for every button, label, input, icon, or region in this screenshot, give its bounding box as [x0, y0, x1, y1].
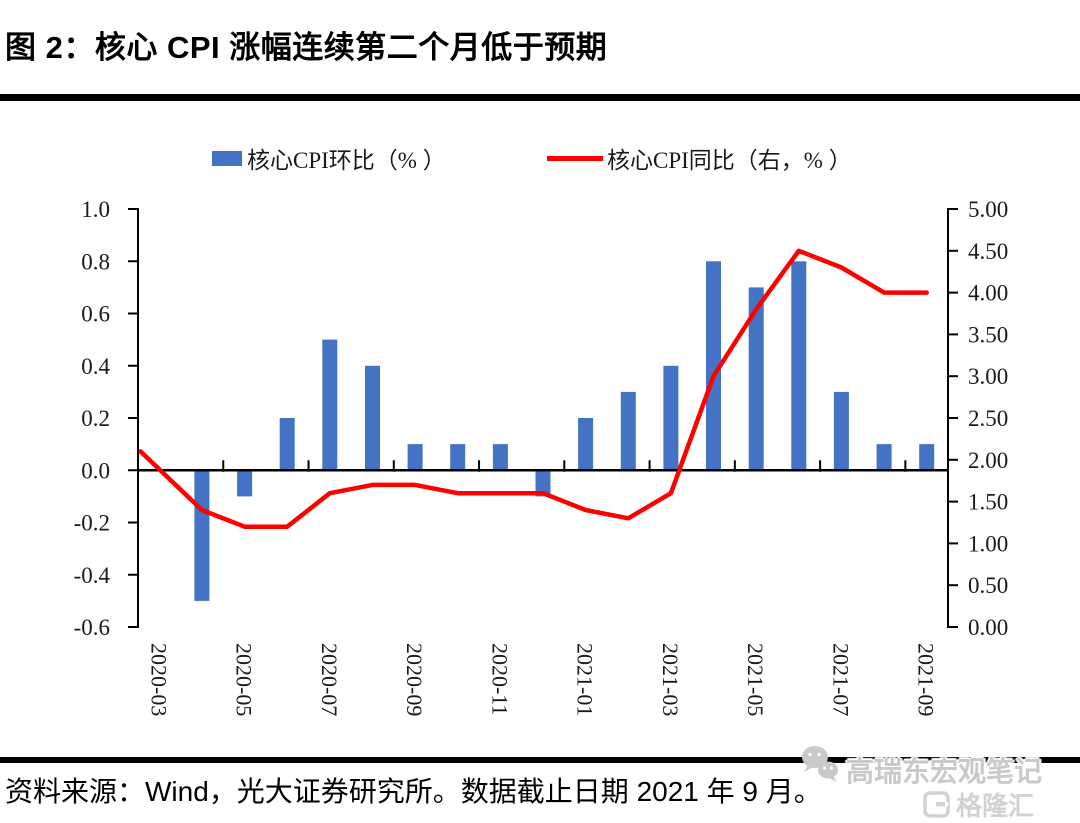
x-axis-label: 2020-11: [487, 643, 512, 716]
x-axis-labels: 2020-03 2020-05 2020-07 2020-09 2020-11 2021-…: [146, 643, 938, 716]
watermark: 高瑞东宏观笔记 格隆汇: [790, 742, 1080, 821]
x-axis-label: 2021-09: [914, 643, 939, 716]
legend-line-label: 核心CPI同比（右，% ）: [607, 148, 852, 173]
left-axis-tick-label: 0.6: [81, 302, 110, 327]
right-axis-tick-label: 4.00: [968, 281, 1008, 306]
x-axis-label: 2021-05: [743, 643, 768, 716]
bar-2021-03: [663, 365, 679, 471]
bar-2020-04: [194, 470, 210, 601]
bar-2020-08: [365, 365, 380, 471]
left-axis: 1.0 0.8 0.6 0.4 0.2 0.0 -0.2 -0.4 -0.6: [74, 197, 139, 640]
bar-2021-08: [876, 444, 892, 471]
bar-2021-02: [620, 391, 636, 471]
left-axis-tick-label: -0.2: [74, 511, 110, 536]
x-axis-label: 2020-09: [402, 643, 427, 716]
right-axis-tick-label: 5.00: [968, 197, 1008, 222]
bar-2021-01: [578, 418, 594, 471]
source-note: 资料来源：Wind，光大证券研究所。数据截止日期 2021 年 9 月。: [5, 776, 822, 807]
bar-2020-09: [407, 444, 423, 471]
figure-title: 图 2：核心 CPI 涨幅连续第二个月低于预期: [5, 30, 608, 65]
bar-2020-07: [322, 339, 338, 471]
right-axis: 5.00 4.50 4.00 3.50 3.00 2.50 2.00 1.50 1.00 0.50…: [947, 197, 1008, 640]
x-axis-label: 2021-07: [828, 643, 853, 716]
legend-item-cpi-mom: 核心CPI环比（% ）: [212, 145, 446, 173]
bar-2020-06: [279, 418, 295, 471]
x-axis-label: 2020-07: [317, 643, 342, 716]
right-axis-tick-label: 3.00: [968, 364, 1008, 389]
left-axis-tick-label: 0.0: [81, 458, 110, 483]
bar-2021-09: [919, 444, 935, 471]
watermark-account-name: 高瑞东宏观笔记: [846, 756, 1043, 787]
bar-2021-06: [791, 261, 807, 471]
bar-2021-05: [748, 287, 764, 471]
bar-2020-11: [492, 444, 508, 471]
left-axis-tick-label: 0.4: [81, 354, 110, 379]
bars-series: [194, 261, 935, 601]
right-axis-tick-label: 4.50: [968, 239, 1008, 264]
title-divider: [0, 94, 1080, 101]
x-axis-label: 2021-03: [658, 643, 683, 716]
left-axis-tick-label: -0.4: [74, 563, 111, 588]
right-axis-tick-label: 0.00: [968, 615, 1008, 640]
x-axis-label: 2020-05: [232, 643, 257, 716]
x-axis-label: 2020-03: [146, 643, 171, 716]
watermark-platform-name: 格隆汇: [956, 791, 1035, 821]
wechat-icon: [802, 746, 838, 782]
legend-line-swatch: [547, 155, 603, 161]
right-axis-tick-label: 2.50: [968, 406, 1008, 431]
legend-item-cpi-yoy: 核心CPI同比（右，% ）: [547, 145, 852, 173]
x-axis: [138, 460, 948, 472]
legend-bar-label: 核心CPI环比（% ）: [247, 148, 446, 173]
bar-2020-12: [535, 470, 551, 497]
gelonghui-logo-icon: [923, 791, 950, 818]
bar-2020-05: [237, 470, 253, 497]
right-axis-tick-label: 1.50: [968, 490, 1008, 515]
left-axis-tick-label: 0.2: [81, 406, 110, 431]
left-axis-tick-label: 0.8: [81, 249, 110, 274]
right-axis-tick-label: 3.50: [968, 322, 1008, 347]
left-axis-tick-label: 1.0: [81, 197, 110, 222]
footer-divider: [0, 757, 1080, 763]
bar-2020-10: [450, 444, 466, 471]
right-axis-tick-label: 0.50: [968, 573, 1008, 598]
bar-2021-07: [833, 391, 849, 471]
watermark-gelonghui: 格隆汇: [923, 786, 1034, 823]
x-axis-label: 2021-01: [573, 643, 598, 716]
bar-2021-04: [706, 261, 721, 471]
yoy-line-series: [138, 248, 929, 529]
legend-bar-swatch: [212, 150, 242, 166]
right-axis-tick-label: 1.00: [968, 531, 1008, 556]
left-axis-tick-label: -0.6: [74, 615, 110, 640]
right-axis-tick-label: 2.00: [968, 448, 1008, 473]
